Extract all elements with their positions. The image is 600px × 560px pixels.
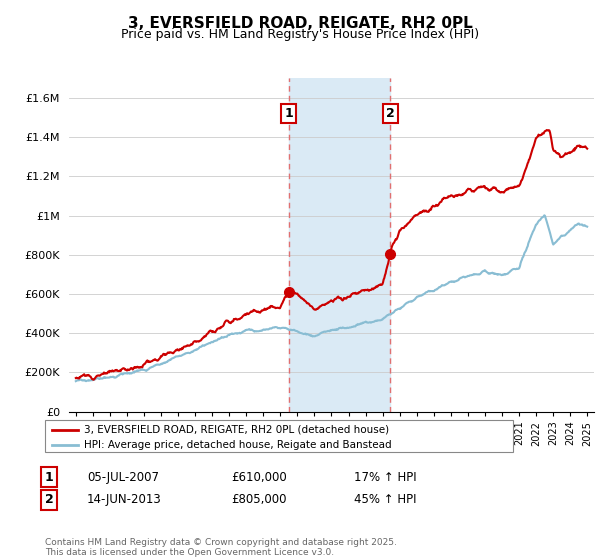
Bar: [289, 78, 391, 412]
Text: Price paid vs. HM Land Registry's House Price Index (HPI): Price paid vs. HM Land Registry's House …: [121, 28, 479, 41]
Text: 1: 1: [45, 470, 53, 484]
Text: 2: 2: [386, 107, 395, 120]
Text: £805,000: £805,000: [231, 493, 287, 506]
Text: 45% ↑ HPI: 45% ↑ HPI: [354, 493, 416, 506]
Text: 17% ↑ HPI: 17% ↑ HPI: [354, 470, 416, 484]
Text: 3, EVERSFIELD ROAD, REIGATE, RH2 0PL: 3, EVERSFIELD ROAD, REIGATE, RH2 0PL: [128, 16, 472, 31]
Text: 14-JUN-2013: 14-JUN-2013: [87, 493, 162, 506]
Text: 05-JUL-2007: 05-JUL-2007: [87, 470, 159, 484]
Text: 3, EVERSFIELD ROAD, REIGATE, RH2 0PL (detached house): 3, EVERSFIELD ROAD, REIGATE, RH2 0PL (de…: [84, 424, 389, 435]
Text: Contains HM Land Registry data © Crown copyright and database right 2025.
This d: Contains HM Land Registry data © Crown c…: [45, 538, 397, 557]
Text: 1: 1: [284, 107, 293, 120]
Text: 2: 2: [45, 493, 53, 506]
Text: HPI: Average price, detached house, Reigate and Banstead: HPI: Average price, detached house, Reig…: [84, 440, 392, 450]
Text: £610,000: £610,000: [231, 470, 287, 484]
